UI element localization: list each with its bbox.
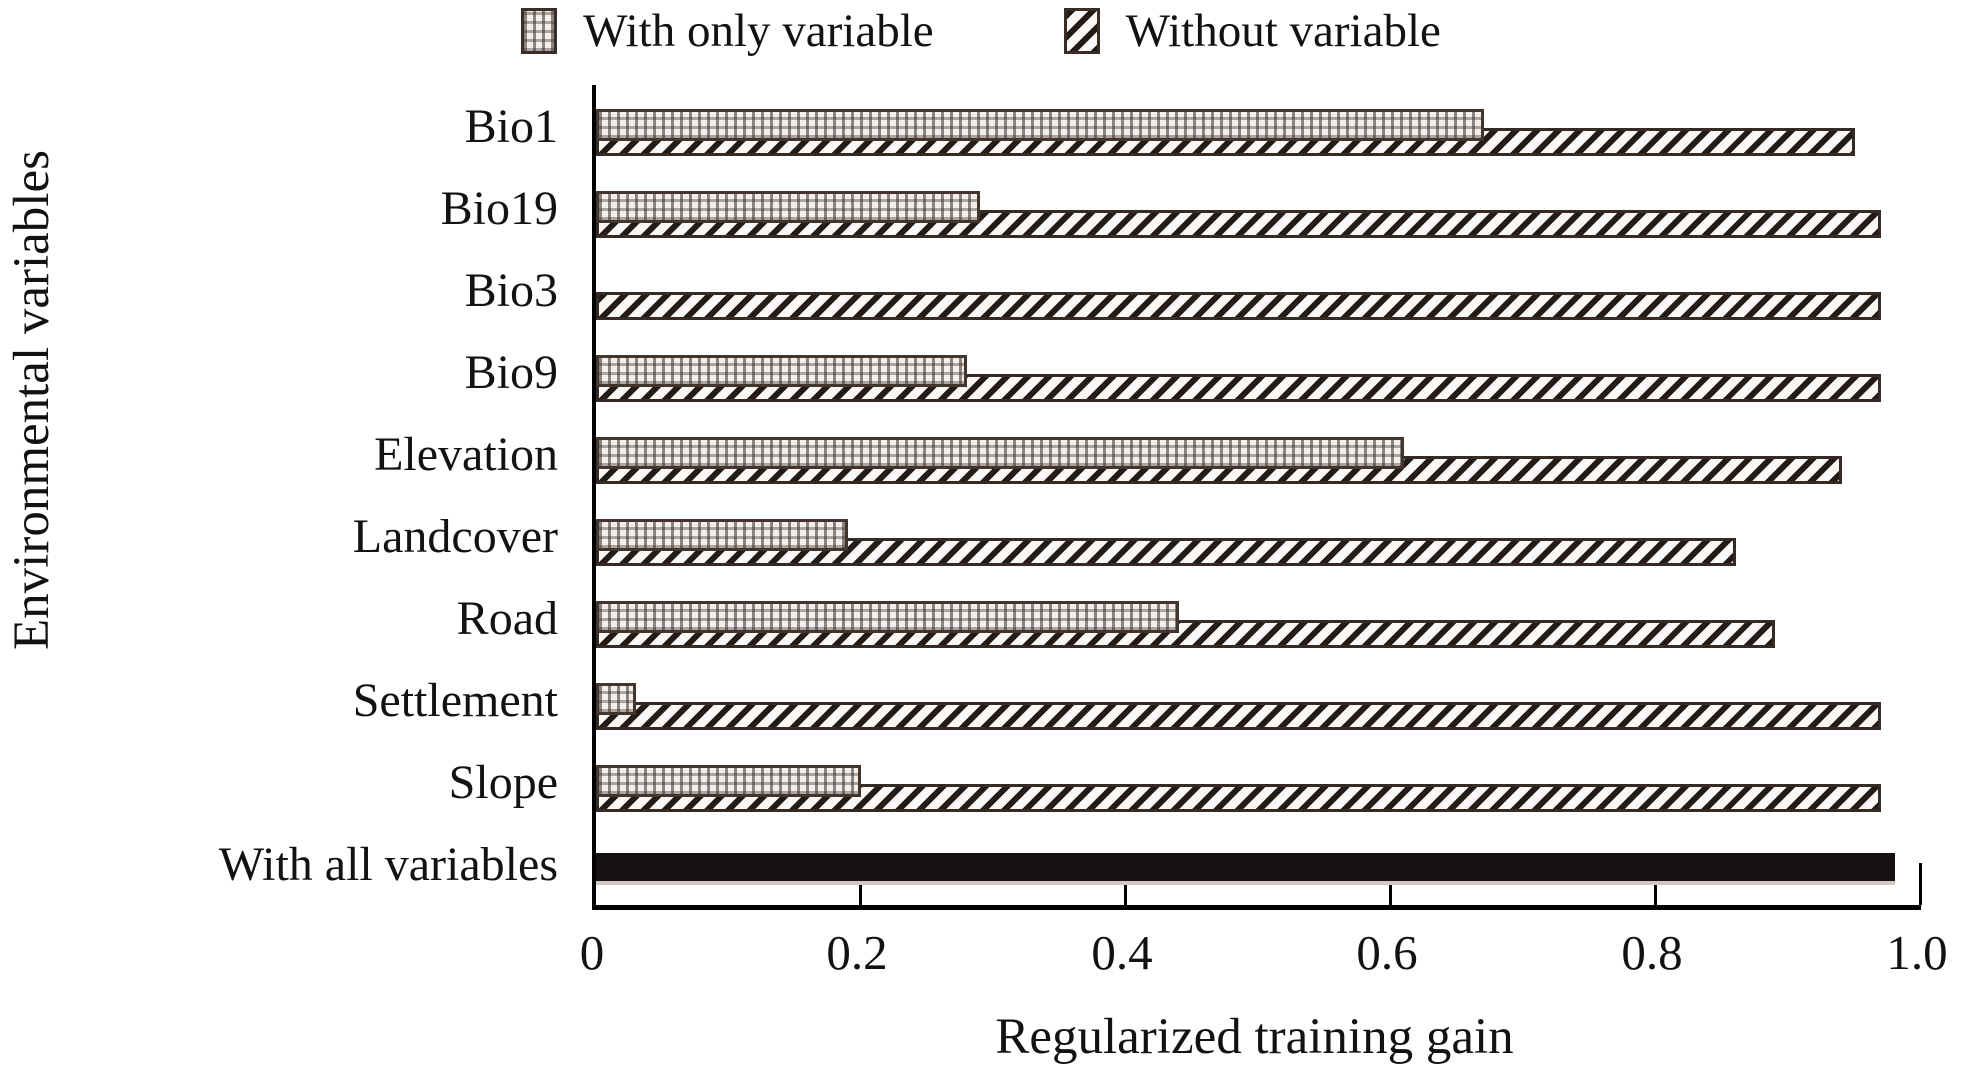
x-axis-tick [1919, 863, 1922, 905]
bar-row [596, 167, 1921, 249]
row-label-with-all-variables: With all variables [218, 837, 558, 891]
legend-item-without-variable: Without variable [1063, 4, 1441, 58]
bar-row [596, 249, 1921, 331]
x-axis-title: Regularized training gain [995, 1009, 1514, 1065]
x-tick-label: 1.0 [1886, 925, 1948, 980]
bar-with-only-variable [596, 191, 981, 223]
bar-with-only-variable [596, 765, 861, 797]
bar-with-only-variable [596, 355, 967, 387]
x-tick-label: 0.4 [1091, 925, 1153, 980]
bar-row [596, 85, 1921, 167]
row-label-elevation: Elevation [374, 427, 558, 481]
row-label-bio19: Bio19 [440, 181, 558, 235]
bar-with-only-variable [596, 601, 1179, 633]
row-label-settlement: Settlement [352, 673, 558, 727]
bar-row [596, 577, 1921, 659]
bar-row [596, 331, 1921, 413]
plot-area [592, 85, 1922, 910]
legend-label-without-variable: Without variable [1125, 5, 1441, 57]
bar-row [596, 823, 1921, 905]
bar-with-only-variable [596, 519, 848, 551]
row-label-road: Road [456, 591, 558, 645]
bar-row [596, 659, 1921, 741]
row-label-bio3: Bio3 [464, 263, 558, 317]
legend-item-with-only-variable: With only variable [521, 4, 934, 58]
bar-with-all-variables [596, 853, 1895, 885]
bar-row [596, 413, 1921, 495]
striped-swatch-icon [1063, 8, 1100, 54]
legend: With only variable Without variable [0, 4, 1962, 58]
row-label-bio1: Bio1 [464, 99, 558, 153]
x-tick-label: 0 [579, 925, 605, 980]
row-label-landcover: Landcover [352, 509, 558, 563]
x-tick-label: 0.6 [1356, 925, 1418, 980]
y-labels: Bio1 Bio19 Bio3 Bio9 Elevation Landcover Road S… [0, 85, 574, 905]
legend-label-with-only-variable: With only variable [583, 5, 934, 57]
bar-with-only-variable [596, 109, 1484, 141]
row-label-bio9: Bio9 [464, 345, 558, 399]
x-tick-label: 0.2 [826, 925, 888, 980]
bar-with-only-variable [596, 683, 636, 715]
bar-row [596, 741, 1921, 823]
checkered-swatch-icon [521, 8, 558, 54]
x-tick-label: 0.8 [1621, 925, 1683, 980]
bar-row [596, 495, 1921, 577]
bar-without-variable [596, 702, 1882, 730]
bar-with-only-variable [596, 437, 1405, 469]
bar-without-variable [596, 292, 1882, 320]
row-label-slope: Slope [448, 755, 558, 809]
